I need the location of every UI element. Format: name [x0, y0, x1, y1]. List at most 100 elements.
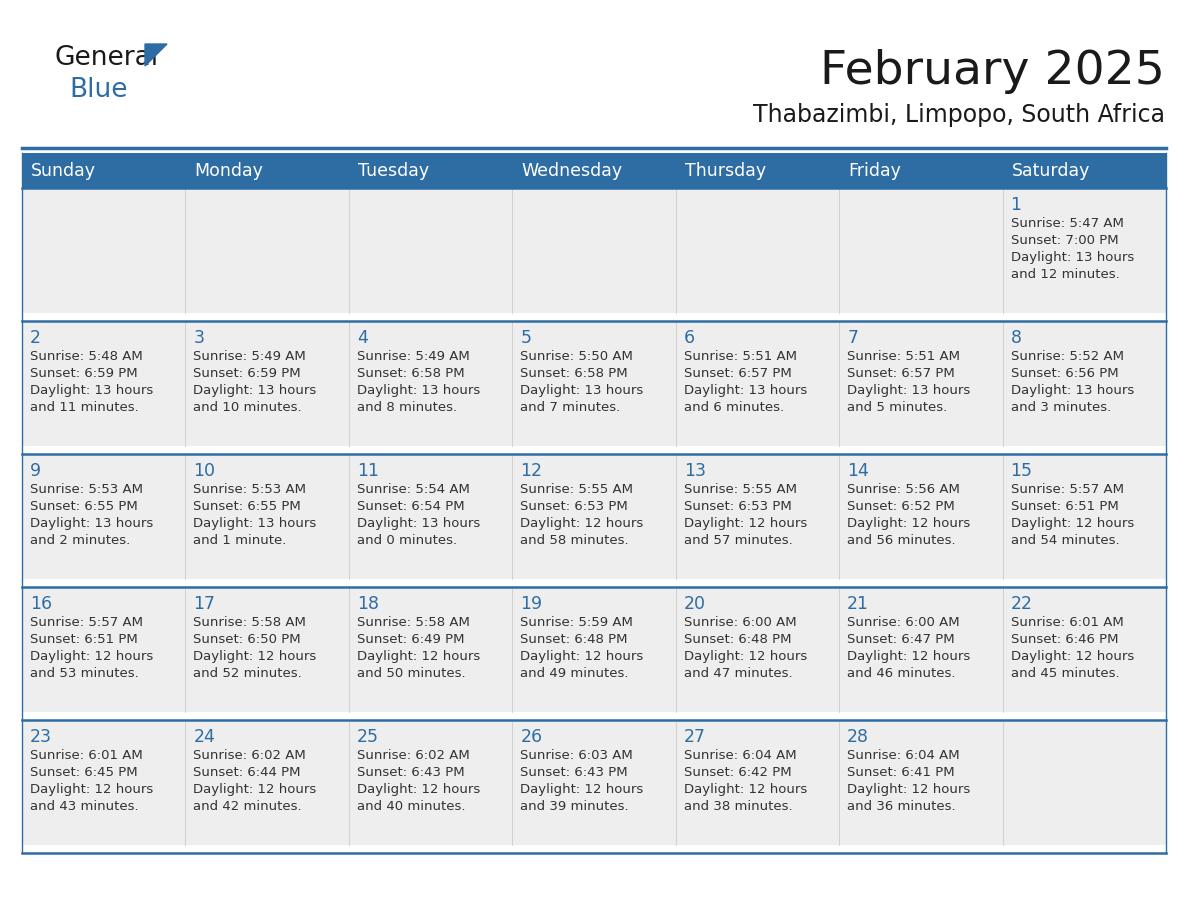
Text: Sunset: 6:51 PM: Sunset: 6:51 PM [30, 633, 138, 646]
Text: Sunset: 6:43 PM: Sunset: 6:43 PM [356, 766, 465, 779]
Text: Sunset: 6:50 PM: Sunset: 6:50 PM [194, 633, 301, 646]
Text: Sunset: 6:58 PM: Sunset: 6:58 PM [356, 367, 465, 380]
Text: Sunrise: 5:58 AM: Sunrise: 5:58 AM [194, 616, 307, 629]
Text: and 12 minutes.: and 12 minutes. [1011, 268, 1119, 281]
Text: Daylight: 12 hours: Daylight: 12 hours [847, 783, 971, 796]
Text: and 3 minutes.: and 3 minutes. [1011, 401, 1111, 414]
Text: and 45 minutes.: and 45 minutes. [1011, 667, 1119, 680]
Bar [349, 720, 512, 845]
Text: 20: 20 [684, 595, 706, 613]
Text: 21: 21 [847, 595, 870, 613]
Text: and 58 minutes.: and 58 minutes. [520, 534, 628, 547]
Text: Sunrise: 5:49 AM: Sunrise: 5:49 AM [356, 350, 469, 363]
Text: Daylight: 13 hours: Daylight: 13 hours [684, 384, 807, 397]
Text: Sunset: 7:00 PM: Sunset: 7:00 PM [1011, 234, 1118, 247]
Text: Daylight: 12 hours: Daylight: 12 hours [30, 650, 153, 663]
Polygon shape [145, 44, 168, 66]
Bar [512, 720, 676, 845]
Bar [1003, 188, 1165, 313]
Bar [23, 720, 185, 845]
Text: Sunset: 6:53 PM: Sunset: 6:53 PM [684, 500, 791, 513]
Text: and 52 minutes.: and 52 minutes. [194, 667, 302, 680]
Text: Sunrise: 5:58 AM: Sunrise: 5:58 AM [356, 616, 469, 629]
Text: Wednesday: Wednesday [522, 162, 623, 180]
Text: 24: 24 [194, 728, 215, 746]
Text: Daylight: 13 hours: Daylight: 13 hours [30, 384, 153, 397]
Text: 13: 13 [684, 462, 706, 480]
Text: and 10 minutes.: and 10 minutes. [194, 401, 302, 414]
Bar [349, 587, 512, 712]
Bar [185, 321, 349, 446]
Bar [185, 454, 349, 579]
Text: and 42 minutes.: and 42 minutes. [194, 800, 302, 813]
Text: 10: 10 [194, 462, 215, 480]
Bar [23, 587, 185, 712]
Text: Sunset: 6:45 PM: Sunset: 6:45 PM [30, 766, 138, 779]
Text: and 38 minutes.: and 38 minutes. [684, 800, 792, 813]
Text: Daylight: 12 hours: Daylight: 12 hours [684, 783, 807, 796]
Text: and 53 minutes.: and 53 minutes. [30, 667, 139, 680]
Text: 2: 2 [30, 329, 42, 347]
Text: Sunset: 6:47 PM: Sunset: 6:47 PM [847, 633, 955, 646]
Text: 11: 11 [356, 462, 379, 480]
Bar [839, 587, 1003, 712]
Text: Sunrise: 5:51 AM: Sunrise: 5:51 AM [684, 350, 797, 363]
Text: Daylight: 12 hours: Daylight: 12 hours [30, 783, 153, 796]
Bar [839, 720, 1003, 845]
Bar [23, 188, 185, 313]
Bar [512, 587, 676, 712]
Text: Blue: Blue [69, 77, 127, 103]
Text: Daylight: 12 hours: Daylight: 12 hours [194, 650, 317, 663]
Bar [839, 153, 1003, 188]
Text: and 57 minutes.: and 57 minutes. [684, 534, 792, 547]
Text: Daylight: 12 hours: Daylight: 12 hours [847, 650, 971, 663]
Text: and 8 minutes.: and 8 minutes. [356, 401, 457, 414]
Text: Sunrise: 5:54 AM: Sunrise: 5:54 AM [356, 483, 469, 496]
Text: and 46 minutes.: and 46 minutes. [847, 667, 955, 680]
Text: Thabazimbi, Limpopo, South Africa: Thabazimbi, Limpopo, South Africa [753, 103, 1165, 127]
Text: Sunrise: 5:49 AM: Sunrise: 5:49 AM [194, 350, 307, 363]
Text: General: General [55, 45, 159, 71]
Bar [349, 188, 512, 313]
Text: 3: 3 [194, 329, 204, 347]
Bar [23, 153, 185, 188]
Text: Sunset: 6:41 PM: Sunset: 6:41 PM [847, 766, 955, 779]
Bar [512, 321, 676, 446]
Text: Sunset: 6:59 PM: Sunset: 6:59 PM [30, 367, 138, 380]
Bar [1003, 454, 1165, 579]
Text: Sunrise: 5:56 AM: Sunrise: 5:56 AM [847, 483, 960, 496]
Text: Sunset: 6:59 PM: Sunset: 6:59 PM [194, 367, 301, 380]
Bar [185, 188, 349, 313]
Text: Sunrise: 5:57 AM: Sunrise: 5:57 AM [30, 616, 143, 629]
Text: Sunrise: 6:01 AM: Sunrise: 6:01 AM [1011, 616, 1124, 629]
Text: Daylight: 13 hours: Daylight: 13 hours [356, 517, 480, 530]
Text: 6: 6 [684, 329, 695, 347]
Text: 18: 18 [356, 595, 379, 613]
Text: 15: 15 [1011, 462, 1032, 480]
Text: Daylight: 13 hours: Daylight: 13 hours [194, 384, 317, 397]
Text: Sunset: 6:57 PM: Sunset: 6:57 PM [847, 367, 955, 380]
Text: Sunset: 6:42 PM: Sunset: 6:42 PM [684, 766, 791, 779]
Text: Sunset: 6:48 PM: Sunset: 6:48 PM [520, 633, 627, 646]
Text: Sunrise: 5:55 AM: Sunrise: 5:55 AM [684, 483, 797, 496]
Bar [676, 454, 839, 579]
Bar [512, 188, 676, 313]
Text: Thursday: Thursday [684, 162, 766, 180]
Text: Daylight: 12 hours: Daylight: 12 hours [520, 783, 644, 796]
Text: 19: 19 [520, 595, 543, 613]
Text: 17: 17 [194, 595, 215, 613]
Text: Sunset: 6:51 PM: Sunset: 6:51 PM [1011, 500, 1118, 513]
Text: and 5 minutes.: and 5 minutes. [847, 401, 947, 414]
Text: 9: 9 [30, 462, 42, 480]
Bar [185, 153, 349, 188]
Text: Sunset: 6:55 PM: Sunset: 6:55 PM [30, 500, 138, 513]
Text: Daylight: 12 hours: Daylight: 12 hours [684, 650, 807, 663]
Text: Daylight: 13 hours: Daylight: 13 hours [356, 384, 480, 397]
Bar [1003, 321, 1165, 446]
Text: Sunset: 6:52 PM: Sunset: 6:52 PM [847, 500, 955, 513]
Text: Sunrise: 6:02 AM: Sunrise: 6:02 AM [356, 749, 469, 762]
Text: 1: 1 [1011, 196, 1022, 214]
Text: Daylight: 13 hours: Daylight: 13 hours [1011, 384, 1133, 397]
Text: Sunset: 6:56 PM: Sunset: 6:56 PM [1011, 367, 1118, 380]
Bar [676, 720, 839, 845]
